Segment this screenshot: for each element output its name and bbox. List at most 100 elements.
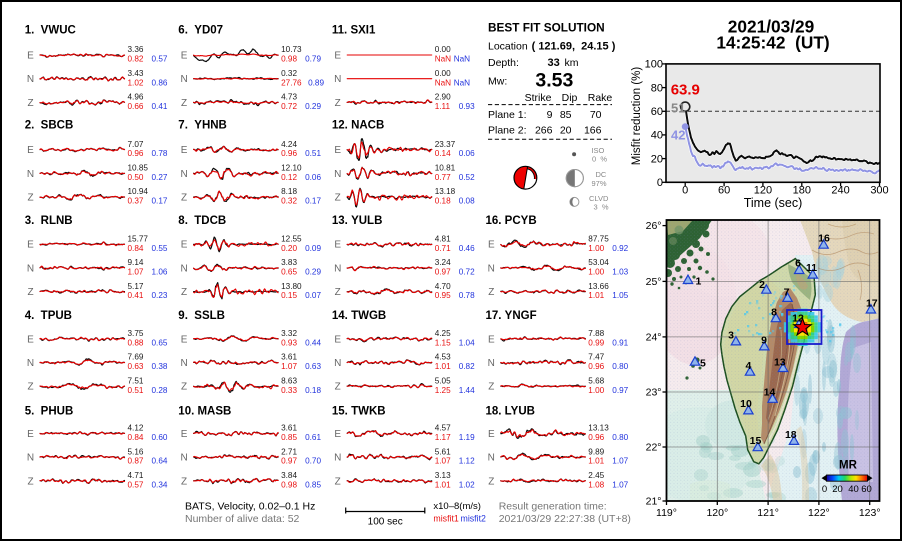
svg-text:0.15: 0.15: [281, 291, 297, 300]
svg-text:N: N: [180, 263, 187, 274]
svg-text:18. LYUB: 18. LYUB: [486, 405, 535, 417]
svg-text:40: 40: [651, 130, 663, 142]
svg-text:0.77: 0.77: [435, 173, 451, 182]
svg-text:13.13: 13.13: [588, 424, 609, 433]
svg-text:0.29: 0.29: [305, 268, 321, 277]
svg-text:10.81: 10.81: [435, 164, 456, 173]
svg-text:0.84: 0.84: [128, 433, 144, 442]
svg-text:2.45: 2.45: [588, 471, 604, 480]
svg-text:Z: Z: [27, 193, 33, 204]
svg-text:0.37: 0.37: [128, 197, 144, 206]
svg-text:4.25: 4.25: [435, 329, 451, 338]
svg-text:Mw:: Mw:: [488, 76, 507, 88]
svg-text:N: N: [488, 263, 495, 274]
svg-text:1. VWUC: 1. VWUC: [25, 25, 76, 37]
svg-text:11. SXI1: 11. SXI1: [332, 25, 376, 37]
svg-text:6. YD07: 6. YD07: [178, 25, 223, 37]
svg-text:0.00: 0.00: [435, 45, 451, 54]
svg-text:0.99: 0.99: [588, 338, 604, 347]
svg-text:80: 80: [651, 82, 663, 94]
svg-text:0.98: 0.98: [281, 55, 297, 64]
svg-text:60: 60: [718, 184, 730, 196]
svg-text:0.00: 0.00: [435, 69, 451, 78]
svg-text:9: 9: [547, 109, 553, 121]
svg-text:1.01: 1.01: [435, 362, 451, 371]
svg-text:Z: Z: [27, 382, 33, 393]
svg-text:0.18: 0.18: [305, 386, 321, 395]
svg-text:18: 18: [785, 429, 797, 441]
svg-text:3.36: 3.36: [128, 45, 144, 54]
svg-text:0.63: 0.63: [305, 362, 321, 371]
svg-text:0.28: 0.28: [152, 386, 168, 395]
svg-text:0.34: 0.34: [152, 480, 168, 489]
svg-text:km: km: [565, 57, 579, 69]
svg-text:Misfit reduction (%): Misfit reduction (%): [631, 67, 643, 166]
svg-text:Z: Z: [488, 382, 494, 393]
svg-text:1.07: 1.07: [612, 457, 628, 466]
svg-text:33: 33: [548, 57, 560, 69]
svg-text:4.70: 4.70: [435, 282, 451, 291]
svg-text:N: N: [27, 358, 34, 369]
svg-text:0.97: 0.97: [435, 268, 451, 277]
svg-text:1.11: 1.11: [435, 102, 451, 111]
svg-text:14. TWGB: 14. TWGB: [332, 310, 386, 322]
svg-text:Z: Z: [488, 476, 494, 487]
svg-text:E: E: [488, 240, 495, 251]
svg-text:4.96: 4.96: [128, 93, 144, 102]
svg-text:4.24: 4.24: [281, 140, 297, 149]
svg-text:E: E: [334, 145, 341, 156]
svg-text:240: 240: [831, 184, 849, 196]
svg-text:0.91: 0.91: [612, 338, 628, 347]
svg-text:0.87: 0.87: [128, 457, 144, 466]
svg-text:3.32: 3.32: [281, 329, 297, 338]
svg-text:0.89: 0.89: [308, 78, 324, 87]
svg-text:Z: Z: [27, 476, 33, 487]
svg-text:16. PCYB: 16. PCYB: [486, 215, 537, 227]
svg-text:1.03: 1.03: [612, 268, 628, 277]
svg-text:E: E: [27, 334, 34, 345]
svg-text:0.86: 0.86: [152, 78, 168, 87]
svg-text:ISO: ISO: [591, 146, 604, 155]
svg-text:1.00: 1.00: [588, 244, 604, 253]
svg-text:2.71: 2.71: [281, 447, 297, 456]
svg-text:N: N: [334, 358, 341, 369]
svg-text:0.65: 0.65: [281, 268, 297, 277]
svg-text:N: N: [27, 263, 34, 274]
svg-text:0.98: 0.98: [281, 480, 297, 489]
svg-text:166: 166: [584, 125, 602, 137]
svg-text:100 sec: 100 sec: [368, 517, 403, 528]
svg-text:Z: Z: [27, 287, 33, 298]
svg-text:70: 70: [590, 109, 602, 121]
svg-text:Z: Z: [181, 193, 187, 204]
svg-text:Result generation time:: Result generation time:: [499, 501, 607, 513]
svg-text:14: 14: [764, 387, 776, 399]
svg-text:9. SSLB: 9. SSLB: [178, 310, 225, 322]
svg-text:266: 266: [535, 125, 553, 137]
svg-text:7. YHNB: 7. YHNB: [178, 120, 227, 132]
svg-text:Rake: Rake: [588, 92, 613, 104]
svg-text:E: E: [181, 145, 188, 156]
svg-text:26°: 26°: [646, 220, 662, 232]
svg-text:16: 16: [818, 233, 830, 245]
svg-text:12.10: 12.10: [281, 164, 302, 173]
svg-text:NaN: NaN: [435, 78, 451, 87]
svg-text:BEST FIT SOLUTION: BEST FIT SOLUTION: [488, 20, 605, 34]
svg-text:0.97: 0.97: [281, 457, 297, 466]
svg-text:CLVD: CLVD: [589, 194, 609, 203]
svg-text:N: N: [180, 453, 187, 464]
svg-text:0.20: 0.20: [281, 244, 297, 253]
svg-text:( 121.69, 24.15 ): ( 121.69, 24.15 ): [532, 41, 616, 53]
svg-text:3.83: 3.83: [281, 258, 297, 267]
svg-text:4.73: 4.73: [281, 93, 297, 102]
svg-text:2021/03/29: 2021/03/29: [728, 17, 815, 37]
svg-text:0.32: 0.32: [281, 69, 297, 78]
svg-text:85: 85: [560, 109, 572, 121]
svg-text:17. YNGF: 17. YNGF: [486, 310, 537, 322]
svg-text:8: 8: [771, 307, 777, 319]
svg-text:E: E: [334, 240, 341, 251]
svg-text:1.07: 1.07: [281, 362, 297, 371]
svg-text:10.85: 10.85: [128, 164, 149, 173]
svg-text:0.23: 0.23: [152, 291, 168, 300]
svg-text:0.72: 0.72: [459, 268, 475, 277]
svg-text:1.00: 1.00: [588, 386, 604, 395]
